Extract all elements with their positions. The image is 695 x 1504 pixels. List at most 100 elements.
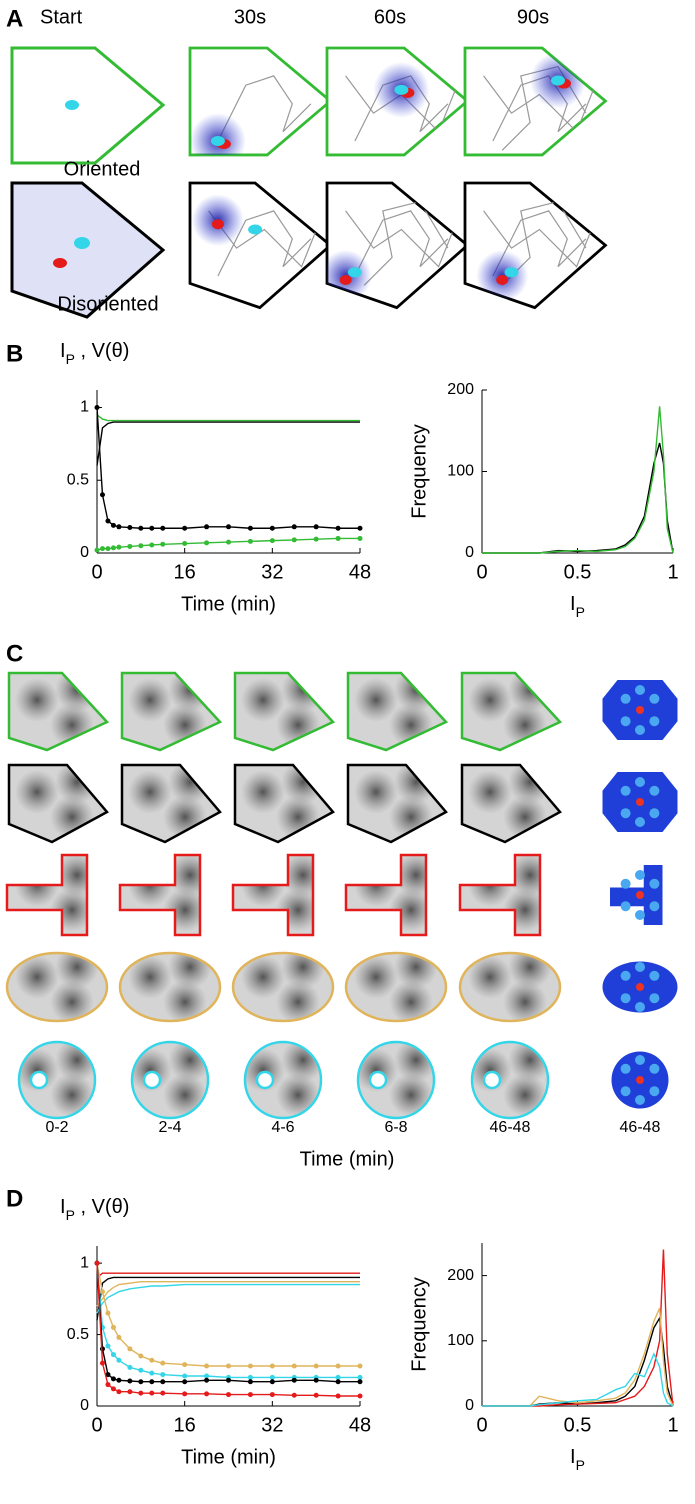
label-part: I bbox=[60, 340, 66, 362]
data-point bbox=[335, 1363, 341, 1369]
autocorrelation-peak bbox=[620, 901, 631, 912]
data-point bbox=[99, 1289, 105, 1295]
data-point bbox=[160, 1390, 166, 1396]
data-point bbox=[204, 1391, 210, 1397]
arena-wall bbox=[470, 1040, 550, 1120]
density-spot bbox=[354, 955, 398, 999]
arena-wall bbox=[458, 951, 562, 1023]
arena-wall bbox=[118, 951, 222, 1023]
data-point bbox=[99, 492, 105, 498]
label-part: P bbox=[576, 604, 585, 620]
panel-letter: A bbox=[6, 5, 23, 32]
label-part: , V(θ) bbox=[75, 340, 129, 362]
arena-wall bbox=[458, 853, 542, 937]
label-part: P bbox=[66, 351, 75, 367]
arena-wall bbox=[346, 763, 448, 844]
density-spot bbox=[168, 953, 212, 989]
density-spots bbox=[354, 953, 438, 1021]
x-axis-label: IP bbox=[570, 1446, 585, 1472]
y-axis-label: IP , V(θ) bbox=[60, 340, 129, 366]
density-spot bbox=[281, 765, 325, 804]
data-point bbox=[247, 538, 253, 544]
data-point bbox=[204, 540, 210, 546]
arena-wall bbox=[356, 1040, 436, 1120]
density-spot bbox=[468, 678, 512, 722]
data-point bbox=[94, 547, 100, 553]
panel-letter: C bbox=[6, 640, 23, 667]
data-point bbox=[182, 1379, 188, 1385]
label-part: , V(θ) bbox=[75, 1196, 129, 1218]
autocorrelation-peak bbox=[649, 1086, 660, 1097]
autocorrelation-peak bbox=[649, 1063, 660, 1074]
density-spot bbox=[276, 980, 320, 1021]
density-spot bbox=[508, 765, 552, 804]
column-label: 30s bbox=[234, 6, 266, 28]
density-spot bbox=[163, 980, 207, 1021]
y-tick-label: 0 bbox=[465, 544, 474, 561]
label-part: P bbox=[576, 1457, 585, 1473]
data-point bbox=[160, 1360, 166, 1366]
arena-wall bbox=[7, 763, 109, 844]
data-point bbox=[105, 1382, 111, 1388]
data-point bbox=[127, 543, 133, 549]
arena-wall bbox=[344, 951, 448, 1023]
data-point bbox=[149, 542, 155, 548]
autocorrelation-peak bbox=[649, 716, 660, 727]
data-point bbox=[357, 525, 363, 531]
data-point bbox=[110, 1376, 116, 1382]
series-line bbox=[96, 1283, 360, 1314]
arena-oriented bbox=[463, 46, 608, 157]
density-spot bbox=[15, 678, 59, 722]
data-point bbox=[110, 1352, 116, 1358]
y-tick-label: 200 bbox=[447, 381, 474, 398]
data-point bbox=[269, 1379, 275, 1385]
autocorrelation-peak bbox=[635, 962, 645, 972]
series-line bbox=[96, 1272, 360, 1278]
data-point bbox=[335, 535, 341, 541]
column-label: Start bbox=[40, 6, 83, 28]
data-point bbox=[99, 546, 105, 552]
data-point bbox=[357, 1363, 363, 1369]
x-tick-label: 0 bbox=[91, 1414, 102, 1436]
data-point bbox=[138, 1367, 144, 1373]
series-line bbox=[482, 406, 674, 554]
x-axis-label: Time (min) bbox=[181, 1446, 276, 1468]
autocorrelation-peak bbox=[620, 878, 631, 889]
x-tick-label: 0.5 bbox=[564, 561, 592, 583]
data-point bbox=[105, 518, 111, 524]
density-spot bbox=[168, 1042, 208, 1082]
data-point bbox=[269, 1392, 275, 1398]
y-tick-label: 1 bbox=[80, 399, 89, 416]
density-spot bbox=[15, 955, 59, 999]
arena-oriented bbox=[10, 46, 166, 165]
x-tick-label: 16 bbox=[174, 561, 196, 583]
data-point bbox=[116, 1334, 122, 1340]
arena-wall bbox=[231, 853, 315, 937]
panel-letter: B bbox=[6, 340, 23, 367]
data-point bbox=[226, 1377, 231, 1383]
data-point bbox=[269, 1374, 275, 1380]
data-point bbox=[116, 1377, 122, 1383]
y-axis-label: Frequency bbox=[408, 1277, 430, 1372]
axis-label: Time (min) bbox=[300, 1148, 395, 1170]
data-point bbox=[149, 1370, 155, 1376]
column-label: 4-6 bbox=[271, 1119, 294, 1136]
density-spots bbox=[128, 953, 212, 1021]
data-point bbox=[357, 1374, 363, 1380]
data-point bbox=[182, 541, 188, 547]
red-marker bbox=[53, 258, 67, 268]
arena-wall bbox=[5, 951, 109, 1023]
autocorrelation-center bbox=[636, 706, 644, 714]
series-line bbox=[96, 1276, 360, 1321]
label-part: P bbox=[66, 1207, 75, 1223]
density-spot bbox=[55, 953, 99, 989]
arena-hole bbox=[255, 1070, 275, 1090]
data-point bbox=[99, 1360, 105, 1366]
autocorrelation-peak bbox=[620, 693, 631, 704]
data-point bbox=[182, 1391, 188, 1397]
data-point bbox=[149, 525, 155, 531]
x-tick-label: 0.5 bbox=[564, 1414, 592, 1436]
data-point bbox=[138, 1353, 144, 1359]
data-point bbox=[127, 1364, 133, 1370]
data-point bbox=[116, 524, 122, 530]
